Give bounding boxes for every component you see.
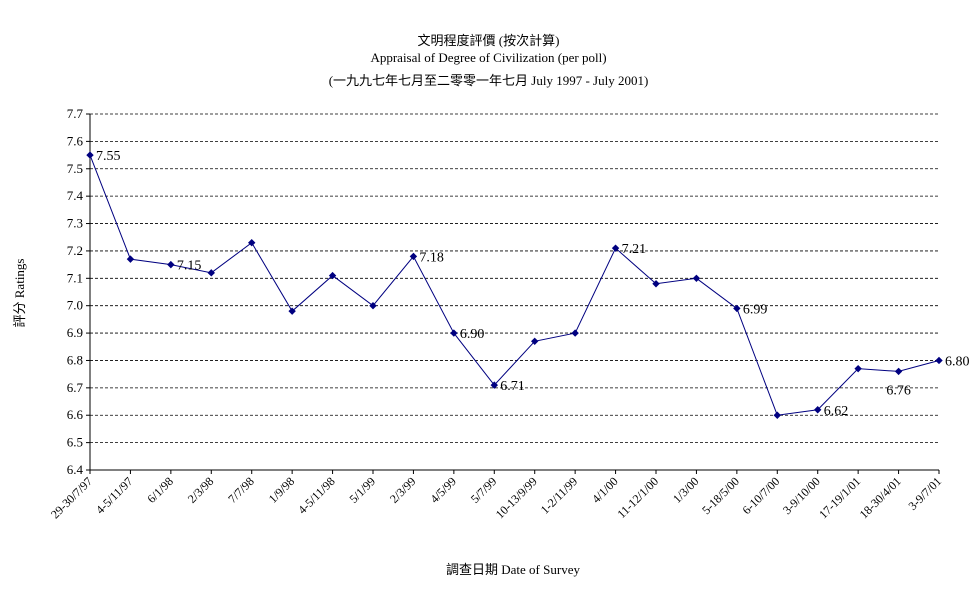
series-layer — [86, 151, 943, 419]
y-tick-label: 7.5 — [67, 161, 83, 176]
data-point — [935, 356, 943, 365]
x-tick-label: 1/9/98 — [266, 474, 298, 506]
x-tick-label: 2/3/98 — [185, 474, 217, 506]
x-tick-label: 1/3/00 — [670, 474, 702, 506]
data-point — [288, 307, 296, 315]
x-tick-label: 5/7/99 — [468, 474, 500, 506]
data-point — [773, 411, 781, 419]
data-point — [733, 304, 741, 313]
series-line — [89, 154, 940, 416]
data-label: 6.90 — [460, 327, 485, 342]
data-label: 7.21 — [622, 242, 647, 257]
x-tick-label: 4/5/99 — [427, 474, 459, 506]
y-axis-title: 評分 Ratings — [12, 259, 27, 328]
y-tick-label: 6.6 — [67, 407, 84, 422]
data-point — [814, 406, 822, 414]
data-point — [369, 301, 377, 310]
label-layer: 7.55 7.15 7.18 6.90 6.71 7.21 6.99 6.62 6.76 6.80 — [96, 149, 970, 419]
data-point — [450, 329, 458, 337]
data-point — [167, 260, 175, 269]
x-tick-label: 10-13/9/99 — [493, 474, 540, 521]
data-label: 6.80 — [945, 354, 970, 369]
data-point — [490, 381, 498, 389]
data-point — [894, 367, 903, 376]
data-label: 7.18 — [419, 250, 444, 265]
chart-period: (一九九七年七月至二零零一年七月 July 1997 - July 2001) — [328, 73, 649, 88]
y-tick-label: 7.7 — [67, 106, 84, 121]
x-tick-label: 11-12/1/00 — [614, 474, 661, 521]
data-point — [126, 255, 135, 263]
data-point — [571, 329, 579, 337]
data-label: 7.55 — [96, 149, 121, 164]
x-tick-label: 6/1/98 — [144, 474, 176, 506]
y-tick-label: 7.4 — [67, 188, 84, 203]
data-label: 7.15 — [177, 259, 202, 274]
x-tick-label: 3-9/7/01 — [905, 474, 944, 513]
data-point — [692, 274, 701, 283]
x-tick-label: 1-2/11/99 — [538, 474, 581, 517]
chart-subtitle: Appraisal of Degree of Civilization (per… — [370, 50, 607, 65]
data-point — [854, 364, 862, 373]
data-label: 6.99 — [743, 302, 768, 317]
data-point — [531, 337, 539, 345]
y-tick-label: 6.8 — [67, 352, 83, 367]
x-tick-label: 6-10/7/00 — [740, 474, 783, 517]
grid-layer — [90, 113, 939, 444]
data-point — [86, 151, 94, 159]
x-tick-label: 5-18/5/00 — [699, 474, 742, 517]
data-label: 6.76 — [886, 383, 911, 398]
x-tick-label: 5/1/99 — [347, 474, 379, 506]
data-point — [207, 269, 215, 277]
y-tick-label: 7.6 — [67, 133, 84, 148]
data-point — [611, 244, 620, 252]
y-tick-label: 6.5 — [67, 435, 83, 450]
y-tick-label: 7.3 — [67, 216, 83, 231]
x-tick-label: 4-5/11/97 — [93, 474, 136, 517]
axis-layer: 7.7 7.6 7.5 7.4 7.3 7.2 7.1 7.0 6.9 6.8 6.7 6.6 6.5 6… — [48, 106, 944, 521]
y-tick-label: 6.9 — [67, 325, 83, 340]
x-tick-label: 2/3/99 — [387, 474, 419, 506]
y-tick-label: 6.4 — [67, 462, 84, 477]
data-point — [328, 271, 337, 280]
x-tick-label: 18-30/4/01 — [857, 474, 904, 521]
x-tick-label: 4-5/11/98 — [295, 474, 338, 517]
data-point — [652, 280, 660, 288]
y-tick-label: 7.0 — [67, 298, 83, 313]
x-axis-title: 調查日期 Date of Survey — [446, 562, 580, 577]
x-tick-label: 4/1/00 — [589, 474, 621, 506]
data-label: 6.71 — [500, 379, 525, 394]
y-tick-label: 6.7 — [67, 380, 84, 395]
x-tick-label: 29-30/7/97 — [48, 474, 95, 521]
y-tick-label: 7.2 — [67, 243, 83, 258]
data-point — [248, 239, 256, 247]
x-tick-label: 7/7/98 — [225, 474, 257, 506]
chart-title: 文明程度評價 (按次計算) — [417, 33, 560, 48]
data-label: 6.62 — [824, 404, 849, 419]
x-tick-label: 17-19/1/01 — [816, 474, 863, 521]
data-point — [409, 252, 418, 261]
y-tick-label: 7.1 — [67, 270, 83, 285]
